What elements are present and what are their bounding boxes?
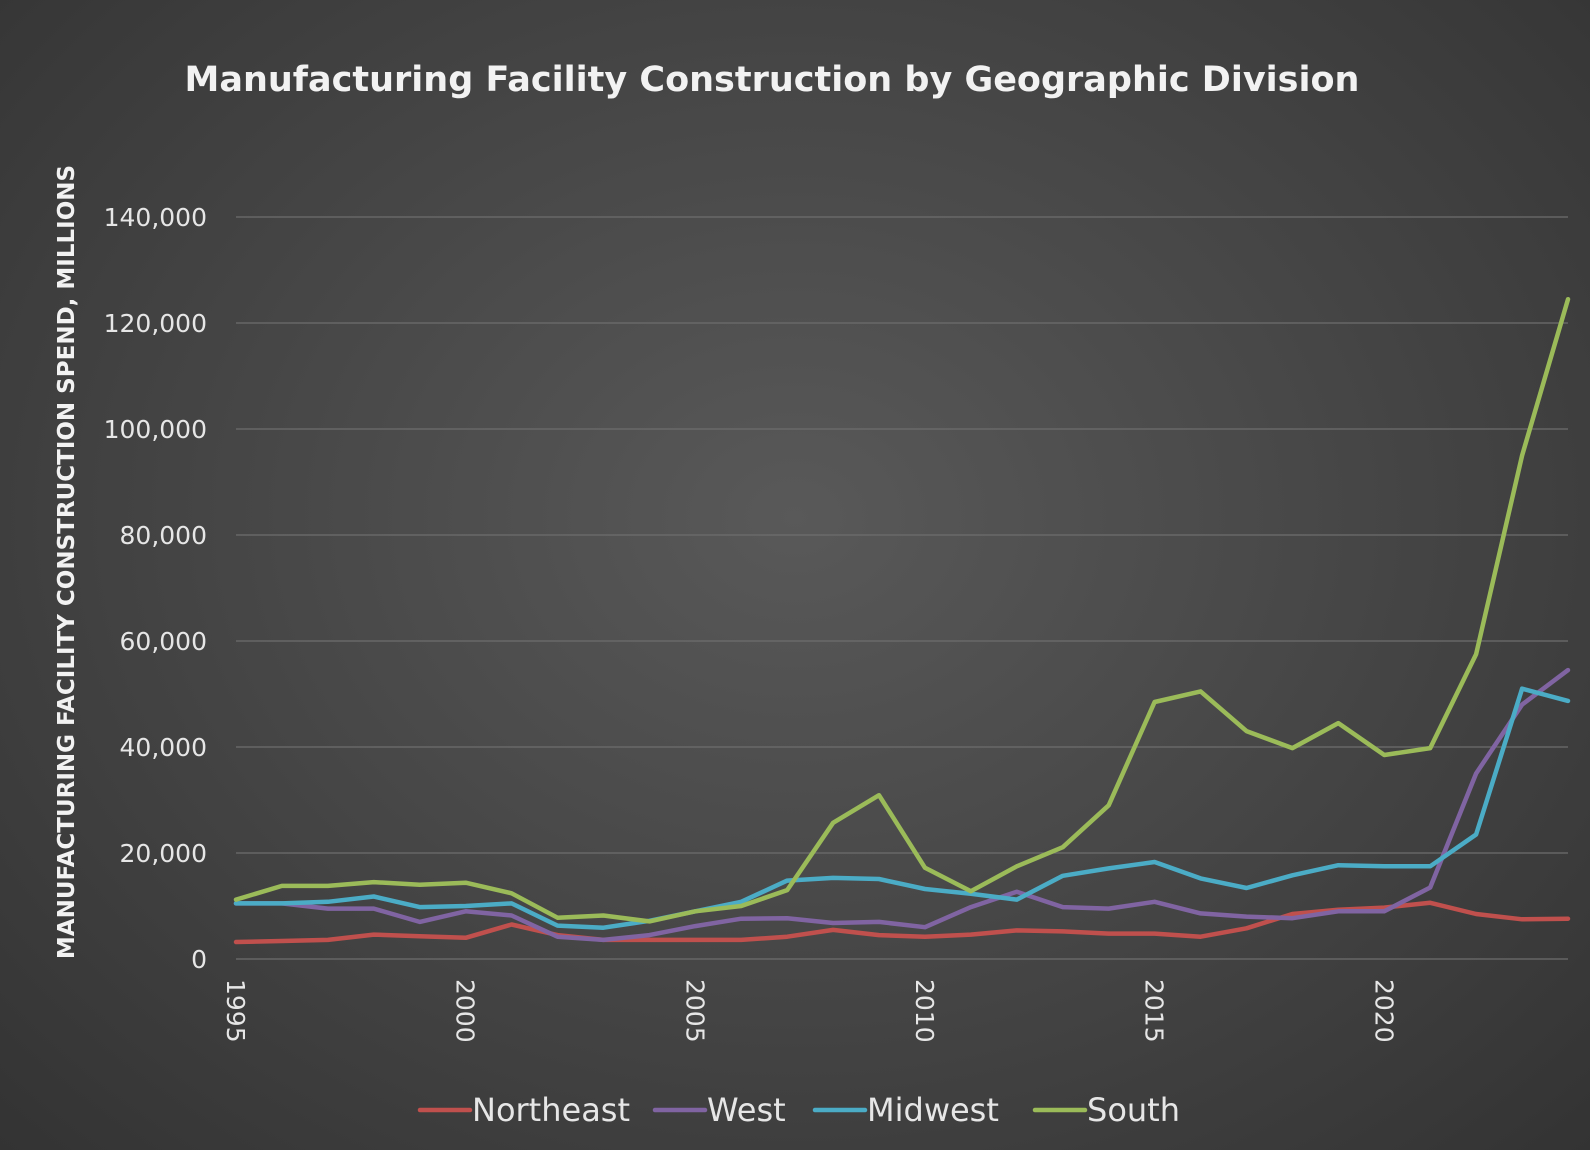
x-tick-label: 2005 <box>680 979 709 1043</box>
y-tick-label: 120,000 <box>104 309 207 338</box>
y-axis-label: MANUFACTURING FACILITY CONSTRUCTION SPEN… <box>54 165 80 959</box>
x-tick-label: 2010 <box>910 979 939 1043</box>
chart-title: Manufacturing Facility Construction by G… <box>185 60 1360 100</box>
y-tick-label: 80,000 <box>120 521 207 550</box>
series-line-midwest <box>233 686 1571 930</box>
legend-label-midwest: Midwest <box>867 1091 999 1129</box>
x-tick-label: 1995 <box>221 979 250 1043</box>
y-tick-label: 60,000 <box>120 627 207 656</box>
legend-label-west: West <box>707 1091 786 1129</box>
y-tick-label: 140,000 <box>104 203 207 232</box>
gridlines <box>236 216 1568 960</box>
legend: Northeast West Midwest South <box>417 1091 1180 1129</box>
x-tick-label: 2020 <box>1369 979 1398 1043</box>
y-tick-label: 40,000 <box>120 733 207 762</box>
y-tick-label: 100,000 <box>104 415 207 444</box>
x-axis-ticks: 1995 2000 2005 2010 2015 2020 <box>221 979 1398 1043</box>
x-tick-label: 2000 <box>451 979 480 1043</box>
series-line-west <box>233 667 1571 943</box>
series-line-south <box>233 296 1571 924</box>
y-axis-ticks: 0 20,000 40,000 60,000 80,000 100,000 120,000 1… <box>104 203 207 974</box>
y-tick-label: 20,000 <box>120 839 207 868</box>
legend-label-south: South <box>1087 1091 1180 1129</box>
x-tick-label: 2015 <box>1140 979 1169 1043</box>
legend-label-northeast: Northeast <box>472 1091 630 1129</box>
y-tick-label: 0 <box>191 945 207 974</box>
series-lines <box>233 296 1571 945</box>
